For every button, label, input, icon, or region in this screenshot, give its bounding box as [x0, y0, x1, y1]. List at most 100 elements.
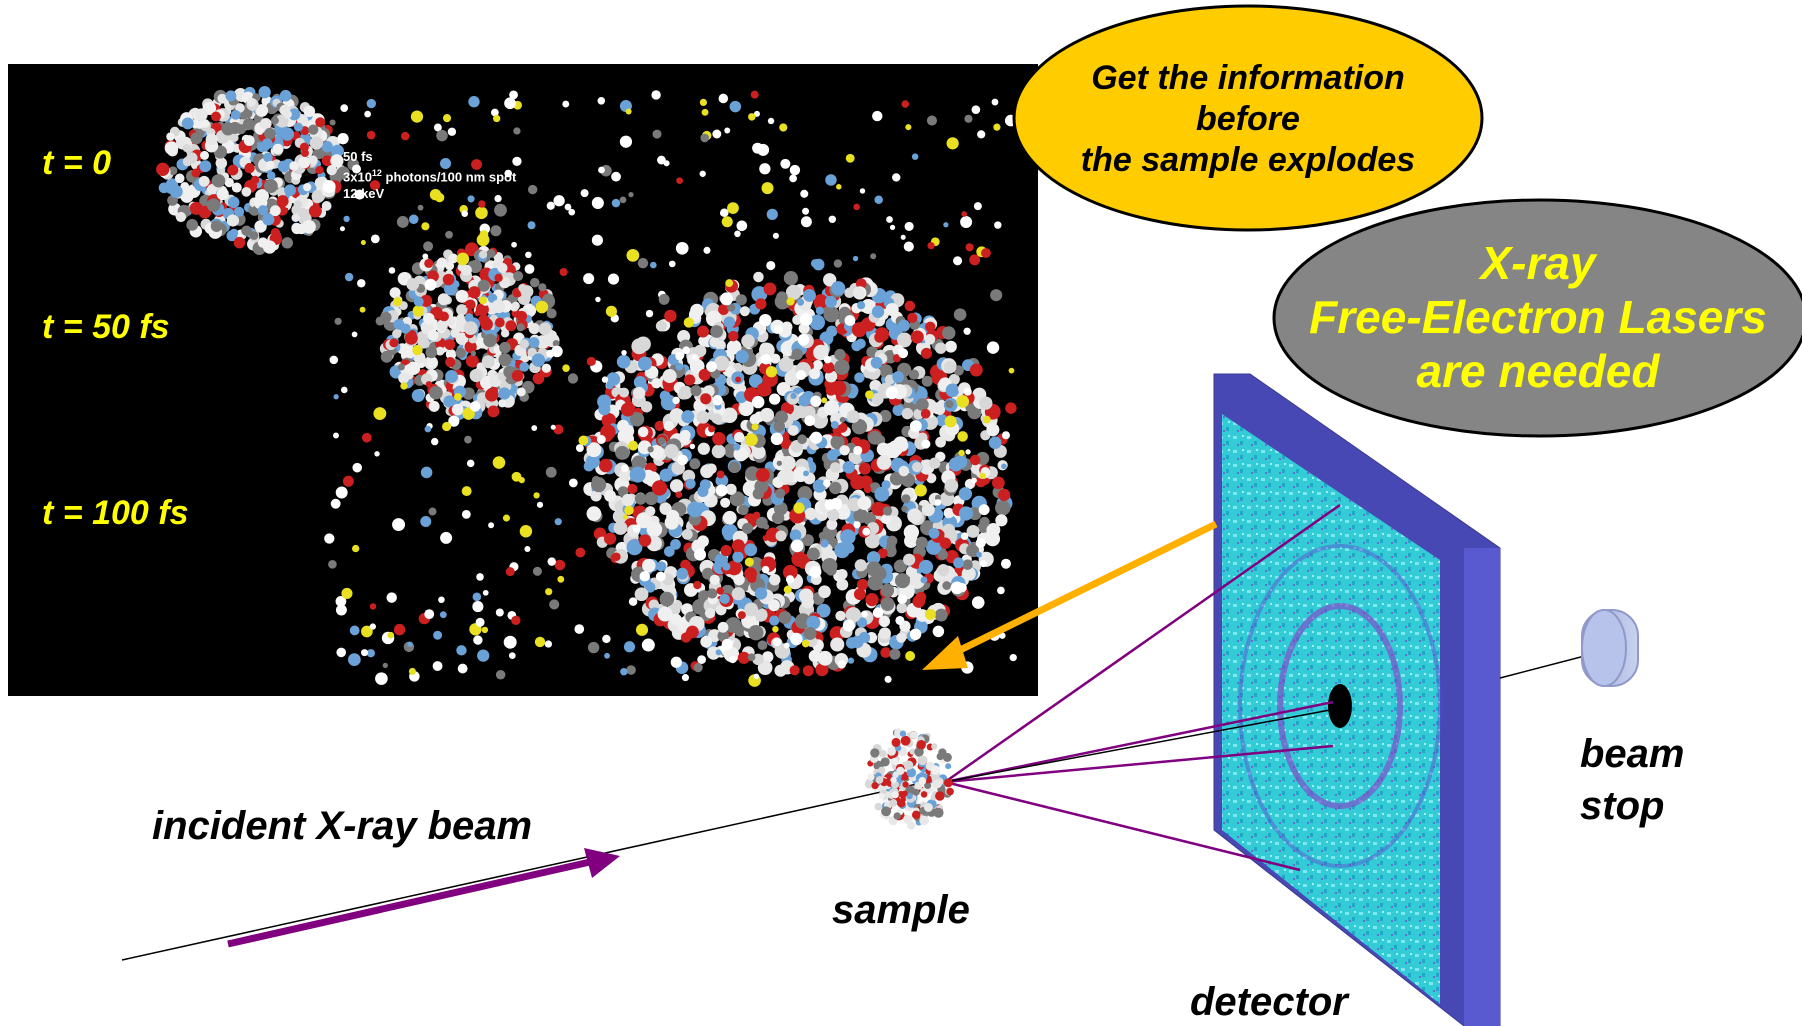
atom: [967, 405, 982, 420]
atom: [389, 287, 401, 299]
atom: [182, 144, 191, 153]
atom: [505, 320, 517, 332]
atom: [241, 225, 252, 237]
atom: [880, 647, 891, 658]
atom: [531, 353, 546, 367]
atom: [546, 308, 557, 319]
incident-beam-arrow: [227, 858, 591, 948]
atom: [942, 752, 952, 762]
atom: [687, 501, 703, 518]
atom: [464, 340, 477, 354]
atom: [477, 279, 490, 292]
atom: [830, 435, 845, 450]
atom: [489, 386, 499, 395]
atom: [266, 171, 276, 180]
atom: [498, 353, 512, 367]
atom: [797, 486, 813, 501]
atom: [437, 293, 450, 306]
atom: [166, 132, 175, 141]
atom: [257, 205, 269, 216]
atom: [231, 182, 242, 193]
detector-label: detector: [1190, 980, 1348, 1024]
atom: [519, 361, 530, 372]
atom: [261, 138, 273, 150]
detector-side: [1464, 548, 1500, 1026]
callout-gray-line: Free-Electron Lasers: [1309, 291, 1767, 343]
beam-stop-label-line: beam: [1580, 732, 1685, 776]
callout-gray-line: X-ray: [1480, 237, 1596, 289]
atom: [233, 236, 246, 249]
atom: [723, 530, 734, 541]
atom: [442, 273, 455, 286]
atom: [541, 363, 552, 373]
atom: [801, 534, 814, 547]
atom: [943, 778, 953, 788]
atom: [420, 294, 433, 307]
atom: [200, 150, 210, 160]
atom: [228, 121, 242, 135]
atom: [908, 369, 920, 380]
atom: [263, 152, 273, 163]
atom: [899, 730, 907, 737]
incident-beam-arrowhead: [584, 848, 620, 878]
atom: [757, 660, 773, 676]
atom: [312, 193, 322, 204]
atom: [234, 206, 245, 217]
atom: [627, 483, 638, 494]
atom: [651, 378, 662, 389]
atom: [538, 322, 551, 336]
atom: [937, 549, 948, 561]
atom: [511, 301, 520, 310]
atom: [450, 328, 460, 338]
callout-yellow-line: Get the information: [1091, 59, 1405, 97]
atom: [733, 573, 745, 586]
atom: [880, 757, 890, 767]
atom: [262, 240, 277, 254]
atom: [879, 364, 893, 378]
callout-yellow-line: the sample explodes: [1080, 141, 1416, 179]
atom: [456, 304, 468, 316]
atom: [640, 401, 653, 413]
atom: [664, 309, 677, 323]
atom: [497, 262, 508, 274]
atom: [752, 445, 766, 460]
atom: [259, 118, 272, 130]
atom: [617, 486, 629, 497]
atom: [836, 568, 848, 580]
atom: [520, 285, 534, 298]
atom: [902, 781, 909, 788]
atom: [392, 329, 402, 339]
callout-gray-line: are needed: [1416, 345, 1660, 397]
atom: [529, 277, 540, 288]
atom: [995, 500, 1011, 516]
atom: [726, 339, 742, 355]
atom: [211, 111, 221, 122]
atom: [655, 320, 667, 332]
atom: [235, 103, 245, 113]
atom: [206, 198, 221, 212]
atom: [991, 476, 1005, 490]
atom: [920, 347, 933, 359]
atom: [891, 757, 899, 766]
atom: [486, 248, 496, 258]
atom: [426, 357, 437, 368]
atom: [931, 743, 938, 750]
atom: [169, 185, 183, 199]
atom: [186, 218, 199, 231]
atom: [925, 539, 942, 555]
atom: [918, 777, 927, 785]
atom: [331, 144, 344, 158]
atom: [296, 223, 307, 235]
atom: [308, 204, 322, 218]
atom: [227, 196, 240, 209]
atom: [398, 372, 410, 384]
atom: [439, 311, 449, 322]
atom: [293, 200, 303, 209]
sample-molecule: [864, 728, 954, 830]
atom: [198, 175, 210, 187]
atom: [498, 387, 511, 400]
atom: [211, 174, 226, 188]
atom: [254, 220, 267, 233]
atom: [896, 766, 905, 775]
